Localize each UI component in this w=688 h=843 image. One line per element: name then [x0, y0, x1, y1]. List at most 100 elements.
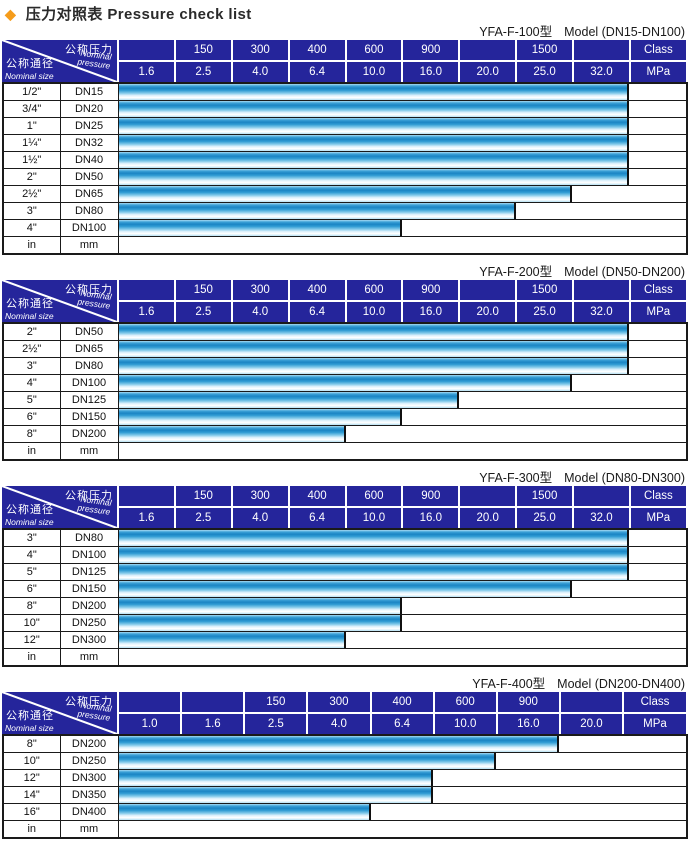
table-row: 3" DN80	[2, 528, 688, 547]
pressure-bar	[118, 324, 629, 340]
mpa-header-cell: 4.0	[308, 714, 370, 734]
table-model-label: YFA-F-400型	[472, 677, 546, 691]
pressure-bar-cell	[117, 185, 688, 203]
size-dn-cell: mm	[59, 236, 119, 255]
class-header-cell: 300	[232, 486, 288, 506]
size-dn-cell: DN250	[59, 614, 119, 632]
size-dn-cell: DN125	[59, 563, 119, 581]
class-header-cell: 150	[245, 692, 307, 712]
size-inch-cell: 2"	[2, 168, 61, 186]
table-header: 公称压力 Nominal pressure 公称通径 Nominal size 150 30…	[2, 280, 686, 322]
pressure-bar	[118, 804, 371, 820]
class-header-cell: 900	[403, 486, 459, 506]
empty-header-cell	[574, 486, 629, 506]
size-dn-cell: DN25	[59, 117, 119, 135]
pressure-table-section: YFA-F-100型 Model (DN15-DN100) 公称压力 Nominal p…	[0, 26, 688, 255]
size-inch-cell: in	[2, 236, 61, 255]
pressure-bar	[118, 135, 629, 151]
mpa-header-cell: 2.5	[175, 302, 231, 322]
table-row: 6" DN150	[2, 408, 688, 426]
mpa-header-cell: 25.0	[517, 62, 572, 82]
size-inch-cell: 14"	[2, 786, 61, 804]
table-row: 8" DN200	[2, 734, 688, 753]
tables-container: YFA-F-100型 Model (DN15-DN100) 公称压力 Nominal p…	[0, 26, 688, 839]
size-dn-cell: DN100	[59, 219, 119, 237]
class-header-cell: 600	[434, 692, 496, 712]
size-inch-cell: 10"	[2, 614, 61, 632]
mpa-header-cell: 4.0	[232, 302, 288, 322]
table-row: 2½" DN65	[2, 185, 688, 203]
class-header-cell: 1500	[517, 40, 572, 60]
empty-header-cell	[574, 40, 629, 60]
size-inch-cell: 12"	[2, 769, 61, 787]
size-dn-cell: DN100	[59, 374, 119, 392]
pressure-bar-cell	[117, 151, 688, 169]
diagonal-header-cell: 公称压力 Nominal pressure 公称通径 Nominal size	[2, 40, 117, 82]
table-row: 8" DN200	[2, 597, 688, 615]
pressure-bar	[118, 787, 433, 803]
size-inch-cell: 4"	[2, 219, 61, 237]
pressure-bar-cell	[117, 631, 688, 649]
pressure-table-body: 8" DN200 10" DN250 12" DN300 14" DN350 16" DN400 i…	[2, 734, 688, 839]
class-header-cell: 400	[371, 692, 433, 712]
class-header-cell: 300	[232, 280, 288, 300]
page-title: ◆ 压力对照表 Pressure check list	[5, 5, 688, 24]
class-header-cell: Class	[630, 280, 686, 300]
table-model-label: YFA-F-300型	[479, 471, 553, 485]
diagonal-header-cell: 公称压力 Nominal pressure 公称通径 Nominal size	[2, 486, 117, 528]
pressure-bar-cell	[117, 374, 688, 392]
pressure-bar-cell	[117, 752, 688, 770]
size-inch-cell: 1/2"	[2, 82, 61, 101]
class-header-cell: 900	[497, 692, 559, 712]
pressure-bar-cell	[117, 820, 688, 839]
class-header-cell: 1500	[517, 486, 572, 506]
size-dn-cell: DN65	[59, 185, 119, 203]
size-inch-cell: 1"	[2, 117, 61, 135]
mpa-header-cell: 2.5	[175, 62, 231, 82]
size-inch-cell: 3/4"	[2, 100, 61, 118]
empty-header-cell	[460, 280, 516, 300]
size-inch-cell: 5"	[2, 391, 61, 409]
mpa-header-cell: 25.0	[517, 508, 572, 528]
nominal-pressure-label-zh: 公称压力	[65, 696, 113, 708]
pressure-bar-cell	[117, 202, 688, 220]
size-dn-cell: DN80	[59, 202, 119, 220]
nominal-size-label-zh: 公称通径	[6, 710, 54, 722]
class-header-cell: 600	[346, 486, 402, 506]
empty-header-cell	[560, 692, 622, 712]
pressure-table-body: 3" DN80 4" DN100 5" DN125 6" DN150 8" DN200 10" DN2…	[2, 528, 688, 667]
size-inch-cell: 8"	[2, 425, 61, 443]
table-row: 1/2" DN15	[2, 82, 688, 101]
nominal-pressure-label-zh: 公称压力	[65, 490, 113, 502]
size-dn-cell: mm	[59, 442, 119, 461]
mpa-header-cell: 1.6	[119, 62, 174, 82]
table-row: 2" DN50	[2, 322, 688, 341]
nominal-size-label-zh: 公称通径	[6, 504, 54, 516]
pressure-bar-cell	[117, 528, 688, 547]
size-dn-cell: DN32	[59, 134, 119, 152]
pressure-table-body: 1/2" DN15 3/4" DN20 1" DN25 1¼" DN32 1½" DN40 2" DN…	[2, 82, 688, 255]
size-inch-cell: 3"	[2, 202, 61, 220]
pressure-bar	[118, 632, 346, 648]
table-row: 14" DN350	[2, 786, 688, 804]
mpa-header-cell: 2.5	[175, 508, 231, 528]
table-row: 1" DN25	[2, 117, 688, 135]
size-dn-cell: DN300	[59, 631, 119, 649]
size-dn-cell: DN65	[59, 340, 119, 358]
class-header-cell: 1500	[517, 280, 572, 300]
size-inch-cell: 4"	[2, 374, 61, 392]
diagonal-divider-line	[2, 40, 117, 82]
mpa-header-cell: 4.0	[232, 508, 288, 528]
size-inch-cell: in	[2, 648, 61, 667]
size-inch-cell: 2"	[2, 322, 61, 341]
pressure-bar-cell	[117, 168, 688, 186]
table-header: 公称压力 Nominal pressure 公称通径 Nominal size 150 30…	[2, 692, 686, 734]
mpa-header-cell: 10.0	[346, 62, 402, 82]
mpa-header-cell: 10.0	[434, 714, 496, 734]
mpa-header-cell: 2.5	[245, 714, 307, 734]
pressure-bar	[118, 220, 402, 236]
pressure-bar-cell	[117, 786, 688, 804]
class-header-cell: 150	[175, 486, 231, 506]
class-header-cell: 900	[403, 280, 459, 300]
size-inch-cell: 3"	[2, 357, 61, 375]
